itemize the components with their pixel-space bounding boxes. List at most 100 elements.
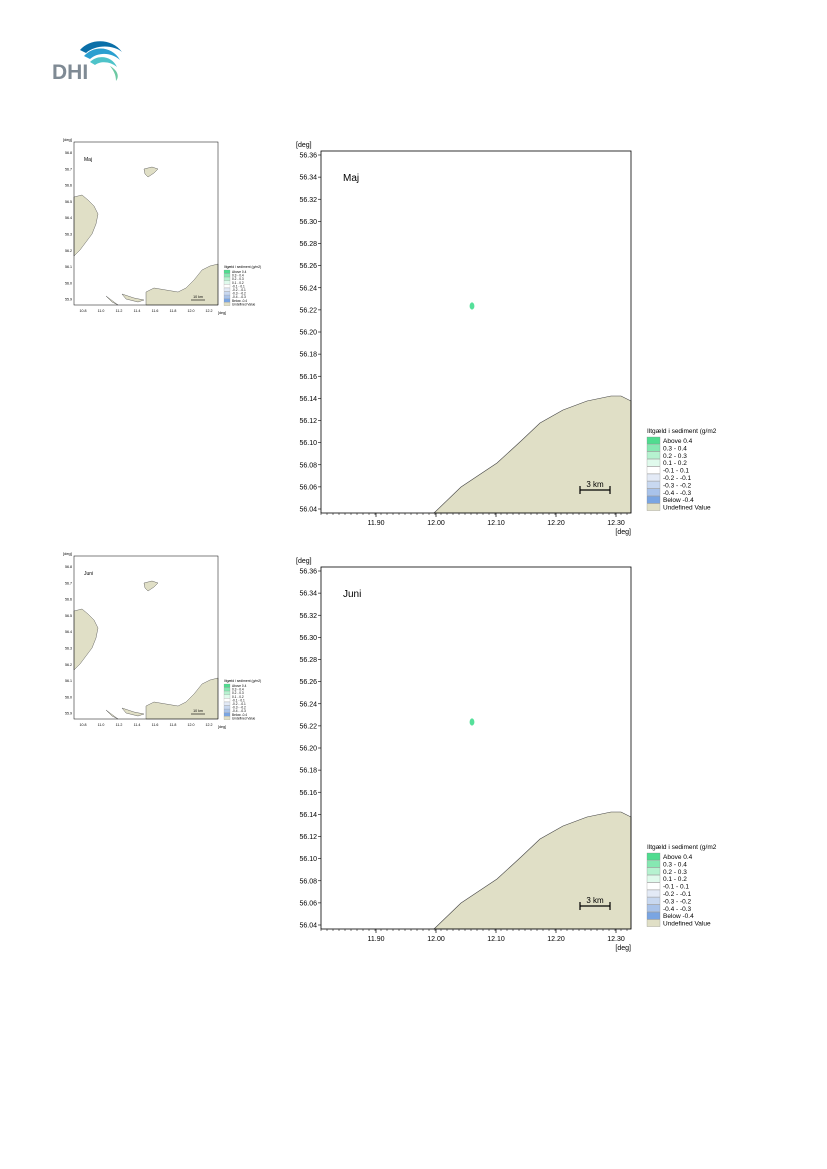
land-islet <box>121 707 145 717</box>
y-tick-label: 56.20 <box>299 330 317 337</box>
y-tick-label: 56.16 <box>299 790 317 797</box>
y-tick-label: 56.08 <box>299 462 317 469</box>
sediment-spot <box>469 302 475 310</box>
legend-label: 0.2 - 0.3 <box>232 277 244 281</box>
legend-swatch <box>223 302 231 306</box>
x-tick-label: 11.90 <box>368 936 385 943</box>
legend-swatch <box>646 867 661 875</box>
y-tick-label: 56.04 <box>299 923 317 930</box>
x-tick-label: 12.00 <box>427 936 445 943</box>
x-tick-label: 10.8 <box>80 309 87 313</box>
overview-map-juni: [deg] 56.8 56.7 56.6 56.5 56.4 56.3 56.2 56.1 56.… <box>62 550 262 730</box>
y-unit-label: [deg] <box>296 142 312 149</box>
x-tick-label: 11.2 <box>116 309 123 313</box>
legend-swatch <box>223 694 231 699</box>
legend-swatch <box>646 444 661 452</box>
x-tick-label: 12.00 <box>427 520 445 527</box>
legend-label: 0.1 - 0.2 <box>663 876 687 883</box>
legend-label: Below -0.4 <box>663 497 694 504</box>
x-tick-label: 12.2 <box>206 309 213 313</box>
legend-swatch <box>223 291 231 296</box>
legend-swatch <box>223 277 231 281</box>
x-tick-label: 11.8 <box>170 309 177 313</box>
x-unit-label: [deg] <box>615 529 631 536</box>
y-tick-label: 56.0 <box>65 695 72 699</box>
legend-label: Undefined Value <box>663 921 711 928</box>
legend-swatch <box>646 503 661 511</box>
y-tick-label: 56.5 <box>65 614 72 618</box>
overview-map-svg: [deg] 56.8 56.7 56.6 56.5 56.4 56.3 56.2 56.1 56.… <box>63 551 261 729</box>
x-tick-label: 12.30 <box>607 936 625 943</box>
legend-label: -0.4 - -0.3 <box>232 709 246 713</box>
legend-label: -0.1 - 0.1 <box>232 284 245 288</box>
y-tick-label: 56.22 <box>299 307 317 314</box>
legend-swatch <box>646 860 661 868</box>
y-unit-label: [deg] <box>63 551 72 556</box>
y-tick-label: 56.4 <box>65 216 72 220</box>
x-tick-label: 12.2 <box>206 723 213 727</box>
y-tick-label: 56.26 <box>299 263 317 270</box>
legend-label: 0.1 - 0.2 <box>232 695 244 699</box>
x-tick-label: 12.10 <box>487 520 505 527</box>
logo-waves-icon <box>80 41 122 81</box>
legend-label: -0.1 - 0.1 <box>232 698 245 702</box>
legend-label: 0.3 - 0.4 <box>232 274 244 278</box>
land-west <box>73 194 99 257</box>
legend-label: -0.3 - -0.2 <box>232 706 246 710</box>
y-tick-label: 55.9 <box>65 712 72 716</box>
y-tick-label: 56.28 <box>299 241 317 248</box>
legend-label: Above 0.4 <box>232 684 247 688</box>
land-islet <box>105 295 119 306</box>
detail-map-maj: [deg] 56.36 56.34 56.32 56.30 56.28 56.26 56.24… <box>293 138 723 548</box>
y-tick-label: 56.04 <box>299 507 317 514</box>
legend-title: Iltgæld i sediment (g/m2) <box>224 265 261 269</box>
y-tick-label: 56.6 <box>65 598 72 602</box>
legend-swatch <box>223 687 231 692</box>
legend-label: Above 0.4 <box>663 854 693 861</box>
y-tick-label: 56.34 <box>299 591 317 598</box>
legend-swatch <box>646 436 661 445</box>
land-island <box>143 166 159 178</box>
legend-label: -0.4 - -0.3 <box>232 295 246 299</box>
legend-label: -0.4 - -0.3 <box>663 490 692 497</box>
legend-label: Below -0.4 <box>232 299 247 303</box>
legend-swatch <box>223 712 231 717</box>
x-tick-label: 11.6 <box>152 723 159 727</box>
legend-label: 0.2 - 0.3 <box>663 869 687 876</box>
y-tick-label: 56.2 <box>65 663 72 667</box>
land-area <box>433 811 632 930</box>
y-tick-label: 56.2 <box>65 249 72 253</box>
land-island <box>143 580 159 592</box>
x-tick-label: 12.10 <box>487 936 505 943</box>
legend-swatch <box>646 852 661 861</box>
y-tick-label: 56.14 <box>299 812 317 819</box>
legend-swatch <box>223 705 231 710</box>
legend-swatch <box>646 466 661 474</box>
legend-title: Iltgæld i sediment (g/m2 <box>647 428 717 435</box>
legend-swatch <box>223 683 231 688</box>
x-tick-label: 10.8 <box>80 723 87 727</box>
legend-label: 0.1 - 0.2 <box>663 460 687 467</box>
x-tick-label: 11.90 <box>368 520 385 527</box>
y-unit-label: [deg] <box>63 137 72 142</box>
y-tick-label: 56.06 <box>299 484 317 491</box>
legend-swatch <box>223 698 231 702</box>
y-tick-label: 56.08 <box>299 878 317 885</box>
legend-swatch <box>646 459 661 467</box>
legend-label: Below -0.4 <box>663 913 694 920</box>
y-tick-label: 56.16 <box>299 374 317 381</box>
x-unit-label: [deg] <box>615 945 631 952</box>
detail-map-juni: [deg] 56.36 56.34 56.32 56.30 56.28 56.26 56.24… <box>293 554 723 964</box>
legend-label: Above 0.4 <box>663 438 693 445</box>
legend-label: -0.2 - -0.1 <box>232 702 246 706</box>
scale-bar-label: 10 km <box>193 295 203 299</box>
y-tick-label: 56.4 <box>65 630 72 634</box>
legend-swatch <box>223 269 231 274</box>
legend-swatch <box>223 273 231 278</box>
logo-text: DHI <box>52 61 88 82</box>
y-tick-label: 56.36 <box>299 569 317 576</box>
overview-map-maj: [deg] 56.8 56.7 56.6 56.5 56.4 56.3 56.2 56.1 56.… <box>62 136 262 316</box>
y-tick-label: 56.8 <box>65 565 72 569</box>
land-west <box>73 608 99 671</box>
x-tick-label: 11.0 <box>98 309 105 313</box>
